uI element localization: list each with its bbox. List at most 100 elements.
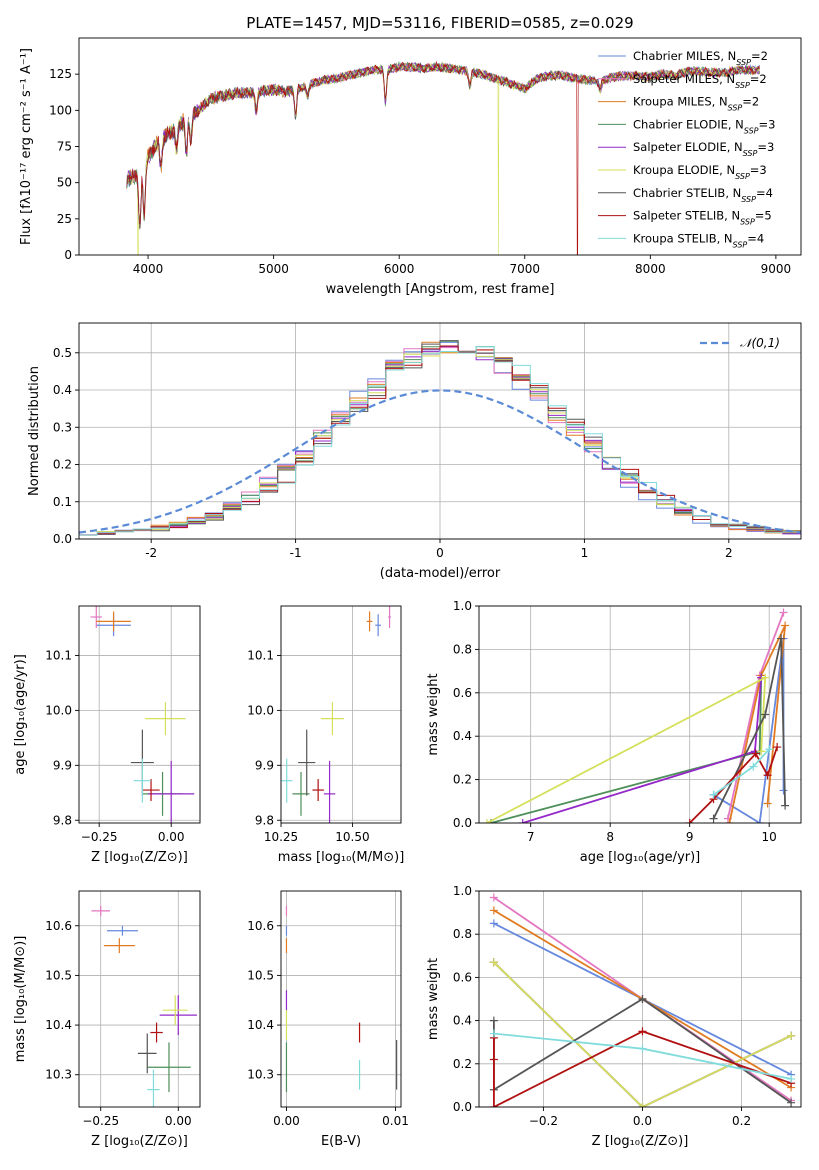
y-tick-label: 1.0 <box>453 884 472 898</box>
errorbar-point-7 <box>150 1022 163 1043</box>
weight-marker-7 <box>685 819 694 823</box>
weight-marker-4 <box>518 819 527 823</box>
x-tick-label: 8 <box>606 830 614 844</box>
weight-line-2 <box>728 625 786 823</box>
axes-frame <box>478 605 802 824</box>
legend-label: Chabrier STELIB, NSSP=4 <box>633 186 773 204</box>
weight-marker-7 <box>638 1027 647 1036</box>
errorbar-point-6 <box>137 1033 157 1074</box>
weight-marker-2 <box>763 799 772 808</box>
errorbar-point-0 <box>106 925 138 936</box>
errorbar-point-8 <box>281 758 293 803</box>
weight-marker-6 <box>777 634 786 643</box>
weight-marker-8 <box>749 762 758 771</box>
weight-marker-0 <box>489 919 498 928</box>
x-tick-label: 0.0 <box>633 1114 652 1128</box>
weight-marker-7 <box>489 1103 498 1107</box>
y-tick-label: 25 <box>57 212 72 226</box>
y-tick-label: 10.4 <box>45 1018 72 1032</box>
y-tick-label: 0.2 <box>453 1057 472 1071</box>
weight-marker-5 <box>482 819 491 823</box>
plot-area <box>79 340 801 539</box>
errorbar-point-8 <box>133 758 152 803</box>
panel-age-vs-metallicity: −0.25 0.00 9.8 9.9 10.0 10.1 Z [log₁₀(Z/Z⊙)] ag… <box>13 605 201 865</box>
panel-residual-histogram: -2 -1 0 1 2 0.0 0.1 0.2 0.3 0.4 0.5 (data-model)/er… <box>27 322 802 581</box>
weight-marker-0 <box>779 786 788 795</box>
weight-marker-8 <box>787 1074 796 1083</box>
x-tick-label: 9 <box>686 830 694 844</box>
y-tick-label: 0.5 <box>53 346 72 360</box>
y-tick-label: 0.2 <box>453 773 472 787</box>
legend-label: Chabrier MILES, NSSP=2 <box>633 49 768 67</box>
y-tick-label: 0.8 <box>453 927 472 941</box>
weight-marker-7 <box>489 1055 498 1064</box>
y-tick-label: 0.8 <box>453 642 472 656</box>
weight-marker-6 <box>709 814 718 823</box>
y-tick-label: 10.6 <box>45 919 72 933</box>
y-tick-label: 0.6 <box>453 970 472 984</box>
weight-marker-5 <box>761 673 770 682</box>
x-axis-label: Z [log₁₀(Z/Z⊙)] <box>91 1134 188 1149</box>
x-axis-label: wavelength [Angstrom, rest frame] <box>326 282 555 297</box>
plot-area <box>91 905 197 1107</box>
weight-marker-8 <box>709 790 718 799</box>
x-tick-label: 0.00 <box>165 1114 192 1128</box>
figure-title: PLATE=1457, MJD=53116, FIBERID=0585, z=0… <box>246 14 633 32</box>
axes-frame <box>478 890 802 1108</box>
y-tick-label: 0.4 <box>453 1014 472 1028</box>
x-tick-label: 8000 <box>635 262 666 276</box>
errorbar-point-8 <box>147 1069 160 1107</box>
x-tick-label: 9000 <box>761 262 792 276</box>
x-tick-label: 2 <box>725 546 733 560</box>
y-axis-label: mass weight <box>426 673 441 755</box>
errorbar-point-1 <box>91 905 111 916</box>
y-tick-label: 0.1 <box>53 495 72 509</box>
x-axis-label: Z [log₁₀(Z/Z⊙)] <box>91 850 188 865</box>
y-tick-label: 10.6 <box>247 919 274 933</box>
y-tick-label: 10.4 <box>247 1018 274 1032</box>
y-tick-label: 10.0 <box>45 703 72 717</box>
errorbar-point-6 <box>298 729 316 796</box>
histogram-series-8 <box>79 346 801 539</box>
y-tick-label: 100 <box>49 103 72 117</box>
x-tick-label: 6000 <box>384 262 415 276</box>
x-tick-label: −0.25 <box>82 1114 119 1128</box>
x-tick-label: −0.2 <box>529 1114 558 1128</box>
panel-spectrum: 4000 5000 6000 7000 8000 9000 0 25 50 75 100 125 wav… <box>19 37 802 297</box>
x-tick-label: 0.00 <box>273 1114 300 1128</box>
weight-marker-6 <box>638 995 647 1003</box>
histogram-series-7 <box>79 345 801 539</box>
errorbar-point-3 <box>147 1042 191 1093</box>
y-tick-label: 10.1 <box>247 648 274 662</box>
y-tick-label: 0.0 <box>453 1100 472 1114</box>
x-tick-label: 7000 <box>509 262 540 276</box>
y-tick-label: 0.4 <box>53 383 72 397</box>
panel-weight-vs-age: 7 8 9 10 0.0 0.2 0.4 0.6 0.8 1.0 age [log₁₀(age/yr… <box>426 599 802 865</box>
axes-frame <box>78 890 201 1108</box>
x-tick-label: 7 <box>527 830 535 844</box>
x-tick-label: -2 <box>145 546 157 560</box>
legend-label: Salpeter ELODIE, NSSP=3 <box>633 140 774 158</box>
y-axis-label: mass [log₁₀(M/M⊙)] <box>13 936 28 1063</box>
weight-marker-7 <box>751 749 760 758</box>
x-axis-label: Z [log₁₀(Z/Z⊙)] <box>592 1134 689 1149</box>
y-tick-label: 10.5 <box>45 968 72 982</box>
y-tick-label: 0.6 <box>453 686 472 700</box>
legend-label: Salpeter MILES, NSSP=2 <box>633 72 767 90</box>
weight-marker-1 <box>489 893 498 902</box>
weight-marker-6 <box>781 801 790 810</box>
x-axis-label: age [log₁₀(age/yr)] <box>580 850 701 865</box>
y-tick-label: 10.3 <box>247 1068 274 1082</box>
spectrum-legend: Chabrier MILES, NSSP=2 Salpeter MILES, NS… <box>598 49 775 249</box>
legend-label: 𝒩(0,1) <box>740 336 780 350</box>
weight-marker-5 <box>757 747 766 756</box>
legend-label: Kroupa MILES, NSSP=2 <box>633 95 759 113</box>
y-tick-label: 0.4 <box>453 729 472 743</box>
weight-line-6 <box>712 638 786 820</box>
weight-marker-5 <box>638 1103 647 1107</box>
errorbar-point-5 <box>145 702 186 736</box>
y-tick-label: 9.8 <box>255 813 274 827</box>
x-tick-label: 10.50 <box>335 830 369 844</box>
weight-marker-8 <box>638 1044 647 1053</box>
x-axis-label: mass [log₁₀(M/M⊙)] <box>278 850 405 865</box>
